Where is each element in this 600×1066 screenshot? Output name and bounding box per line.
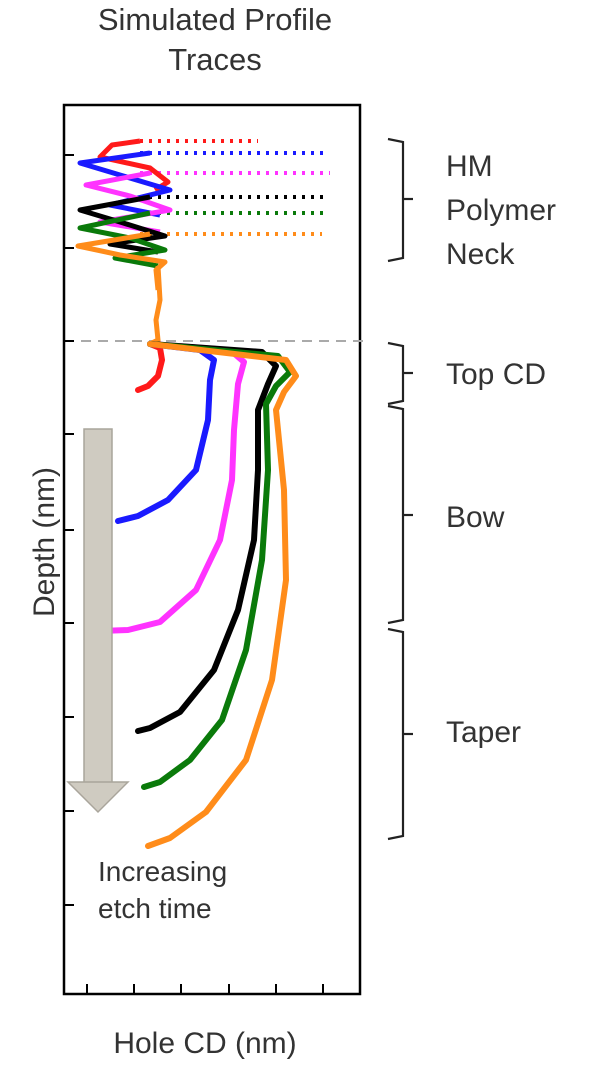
profile-trace-1 — [135, 341, 165, 393]
region-label-neck: HM Polymer Neck — [446, 150, 557, 271]
profile-trace-3 — [97, 341, 247, 634]
neck-zigzag — [97, 138, 171, 193]
profile-trace-6 — [145, 341, 299, 849]
bracket-taper — [387, 627, 405, 841]
region-label-taper: Taper — [446, 716, 522, 749]
region-brackets — [387, 137, 413, 841]
neck-traces — [75, 138, 330, 347]
neck-zigzag — [77, 210, 168, 269]
bracket-neck — [387, 137, 405, 263]
neck-zigzag — [77, 150, 173, 218]
y-axis-label: Depth (nm) — [28, 466, 61, 618]
etch-time-arrow — [66, 428, 130, 814]
chart-title: Simulated Profile Traces — [97, 2, 333, 77]
etch-time-annotation: Increasing etch time — [98, 856, 228, 924]
profile-trace-4 — [135, 341, 279, 734]
x-axis-label: Hole CD (nm) — [113, 1027, 297, 1060]
profile-trace-2 — [115, 341, 217, 524]
neck-zigzag — [77, 194, 168, 255]
profile-trace-5 — [141, 341, 293, 790]
region-label-top-cd: Top CD — [446, 358, 547, 391]
region-label-bow: Bow — [446, 501, 505, 534]
bracket-top-cd — [387, 341, 405, 406]
bracket-bow — [387, 404, 405, 625]
x-axis-ticks — [86, 984, 324, 994]
profile-traces — [97, 341, 299, 849]
y-axis-ticks — [64, 154, 74, 906]
plot-frame — [62, 103, 362, 996]
neck-stem — [148, 265, 163, 347]
